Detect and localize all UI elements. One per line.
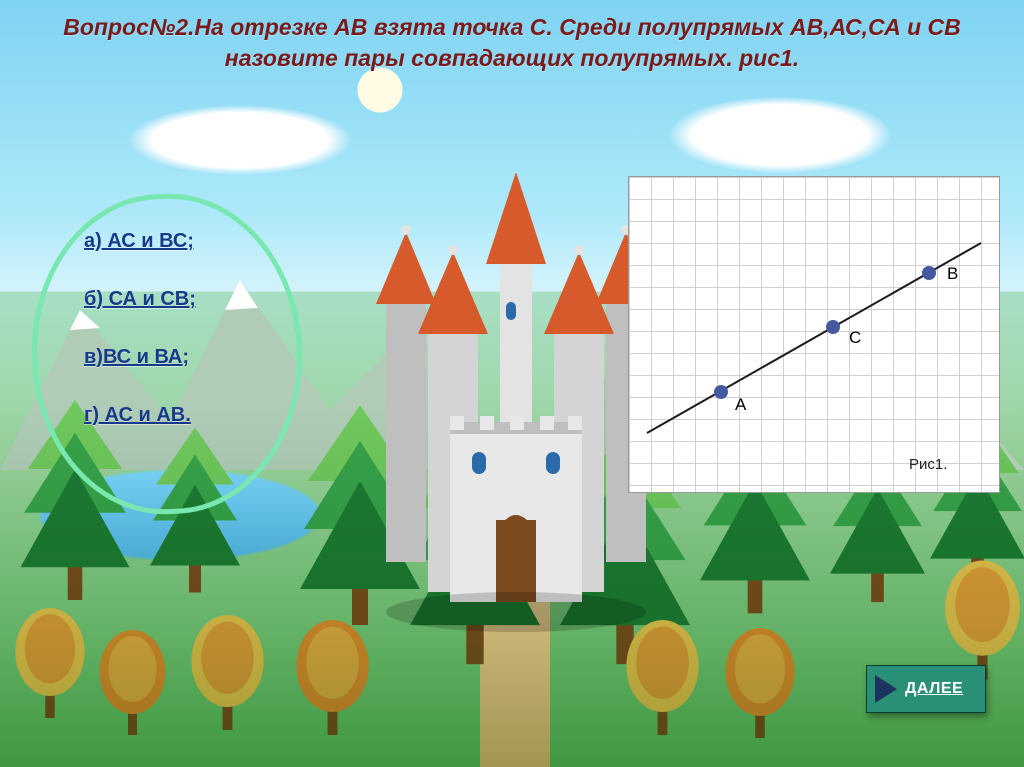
next-button-label: ДАЛЕЕ: [905, 680, 963, 698]
answers-bubble: а) АС и ВС; б) СА и СВ; в)ВС и ВА; г) АС…: [32, 194, 302, 514]
autumn-tree: [10, 608, 90, 718]
figure-caption: Рис1.: [909, 456, 947, 473]
arrow-right-icon: [875, 675, 897, 703]
answer-option-b[interactable]: б) СА и СВ;: [84, 288, 196, 311]
point-b-label: B: [947, 264, 958, 283]
answer-option-a[interactable]: а) АС и ВС;: [84, 230, 196, 253]
answer-option-d[interactable]: г) АС и АВ.: [84, 404, 196, 427]
autumn-tree: [720, 628, 800, 738]
point-c: [826, 320, 840, 334]
next-button[interactable]: ДАЛЕЕ: [866, 665, 986, 713]
point-b: [922, 266, 936, 280]
point-a-label: A: [735, 395, 747, 414]
path: [480, 560, 550, 767]
answer-option-c[interactable]: в)ВС и ВА;: [84, 346, 196, 369]
autumn-tree: [940, 560, 1024, 680]
autumn-tree: [185, 615, 270, 730]
autumn-tree: [95, 630, 170, 735]
question-title: Вопрос№2.На отрезке АВ взята точка С. Ср…: [0, 12, 1024, 74]
diagram-svg: A C B Рис1.: [629, 177, 999, 492]
point-a: [714, 385, 728, 399]
autumn-tree: [620, 620, 705, 735]
autumn-tree: [290, 620, 375, 735]
scene-root: Вопрос№2.На отрезке АВ взята точка С. Ср…: [0, 0, 1024, 767]
answers-list: а) АС и ВС; б) СА и СВ; в)ВС и ВА; г) АС…: [84, 230, 196, 427]
point-c-label: C: [849, 328, 861, 347]
diagram-panel: A C B Рис1.: [628, 176, 1000, 493]
